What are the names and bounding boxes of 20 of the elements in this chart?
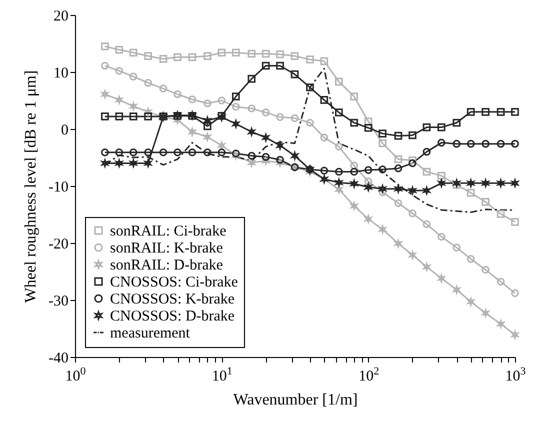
legend-label: CNOSSOS: Ci-brake xyxy=(110,274,238,290)
y-tick-label: 20 xyxy=(54,8,68,24)
legend-label: sonRAIL: D-brake xyxy=(110,258,224,274)
y-tick-label: 10 xyxy=(54,66,68,82)
y-tick-label: -40 xyxy=(48,350,68,366)
x-tick-label: 10$^{0}$ xyxy=(65,366,86,384)
legend-label: sonRAIL: K-brake xyxy=(110,240,224,256)
y-tick-label: -20 xyxy=(48,236,68,252)
x-tick-label: 10$^{1}$ xyxy=(212,366,232,384)
x-tick-label: 10$^{2}$ xyxy=(358,366,380,384)
y-tick-label: -10 xyxy=(48,180,68,196)
legend-label: measurement xyxy=(110,326,191,342)
legend-label: sonRAIL: Ci-brake xyxy=(110,224,227,240)
legend-label: CNOSSOS: D-brake xyxy=(110,308,235,324)
y-tick-label: 0 xyxy=(61,122,68,138)
x-axis-title: Wavenumber [1/m] xyxy=(233,392,358,408)
y-tick-label: -30 xyxy=(48,294,68,310)
x-tick-label: 10$^{3}$ xyxy=(505,366,526,384)
legend-label: CNOSSOS: K-brake xyxy=(110,292,235,308)
y-axis-title: Wheel roughness level [dB re 1 μm] xyxy=(22,70,40,303)
